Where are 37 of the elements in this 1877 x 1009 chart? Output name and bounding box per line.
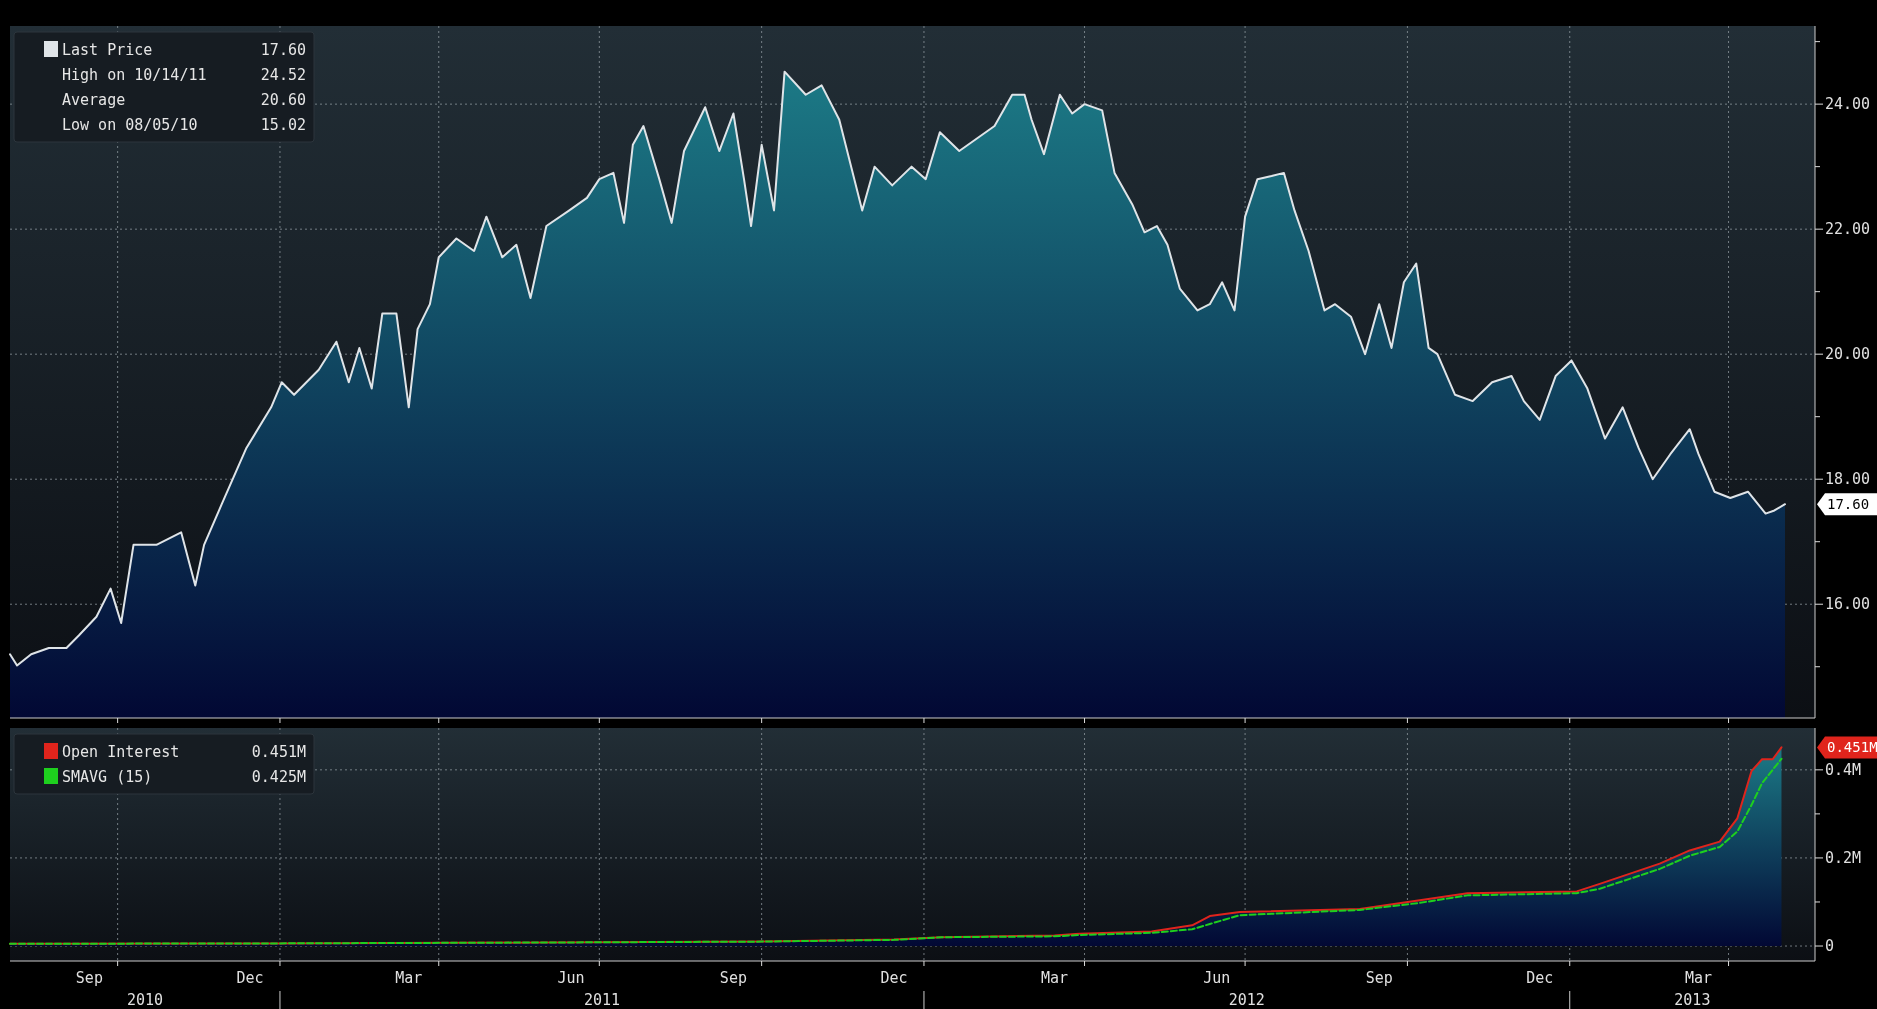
annotation: Average	[62, 91, 126, 110]
text: 2012	[1228, 991, 1265, 1009]
value-tag: 0.451M	[1817, 736, 1877, 759]
annotation: 20.60	[260, 91, 306, 110]
x-tick-label: Jun	[557, 969, 585, 987]
y-tick-label: 0.4M	[1825, 761, 1862, 780]
x-tick-label: Dec	[236, 969, 264, 987]
x-tick-label: Mar	[395, 969, 423, 987]
annotation: High on 10/14/11	[62, 66, 207, 85]
x-tick-label: Sep	[1365, 969, 1393, 987]
y-tick-label: 20.00	[1825, 345, 1871, 364]
annotation: 24.52	[260, 66, 306, 85]
y-tick-label: 18.00	[1825, 470, 1871, 489]
y-tick-label: 24.00	[1825, 95, 1871, 114]
y-tick-label: 16.00	[1825, 595, 1871, 614]
text: 2013	[1674, 991, 1711, 1009]
y-tick-label: 0.2M	[1825, 849, 1862, 868]
x-tick-label: Sep	[719, 969, 747, 987]
text: 2011	[583, 991, 621, 1009]
annotation: 15.02	[260, 116, 306, 135]
annotation: 0.451M	[251, 743, 306, 762]
x-tick-label: Dec	[880, 969, 908, 987]
x-tick-label: Sep	[75, 969, 103, 987]
annotation: 0.425M	[251, 768, 306, 787]
annotation: 17.60	[260, 41, 306, 60]
y-tick-label: 22.00	[1825, 220, 1871, 239]
x-tick-label: Jun	[1203, 969, 1231, 987]
x-tick-label: Mar	[1040, 969, 1069, 987]
text: 2010	[126, 991, 164, 1009]
legend-label: SMAVG (15)	[62, 768, 153, 787]
y-tick-label: 0	[1825, 937, 1835, 956]
legend-label: Last Price	[62, 41, 153, 60]
annotation: Low on 08/05/10	[62, 116, 198, 135]
legend-label: Open Interest	[62, 743, 180, 762]
x-tick-label: Dec	[1526, 969, 1554, 987]
x-tick-label: Mar	[1685, 969, 1713, 987]
value-tag: 17.60	[1817, 493, 1877, 516]
